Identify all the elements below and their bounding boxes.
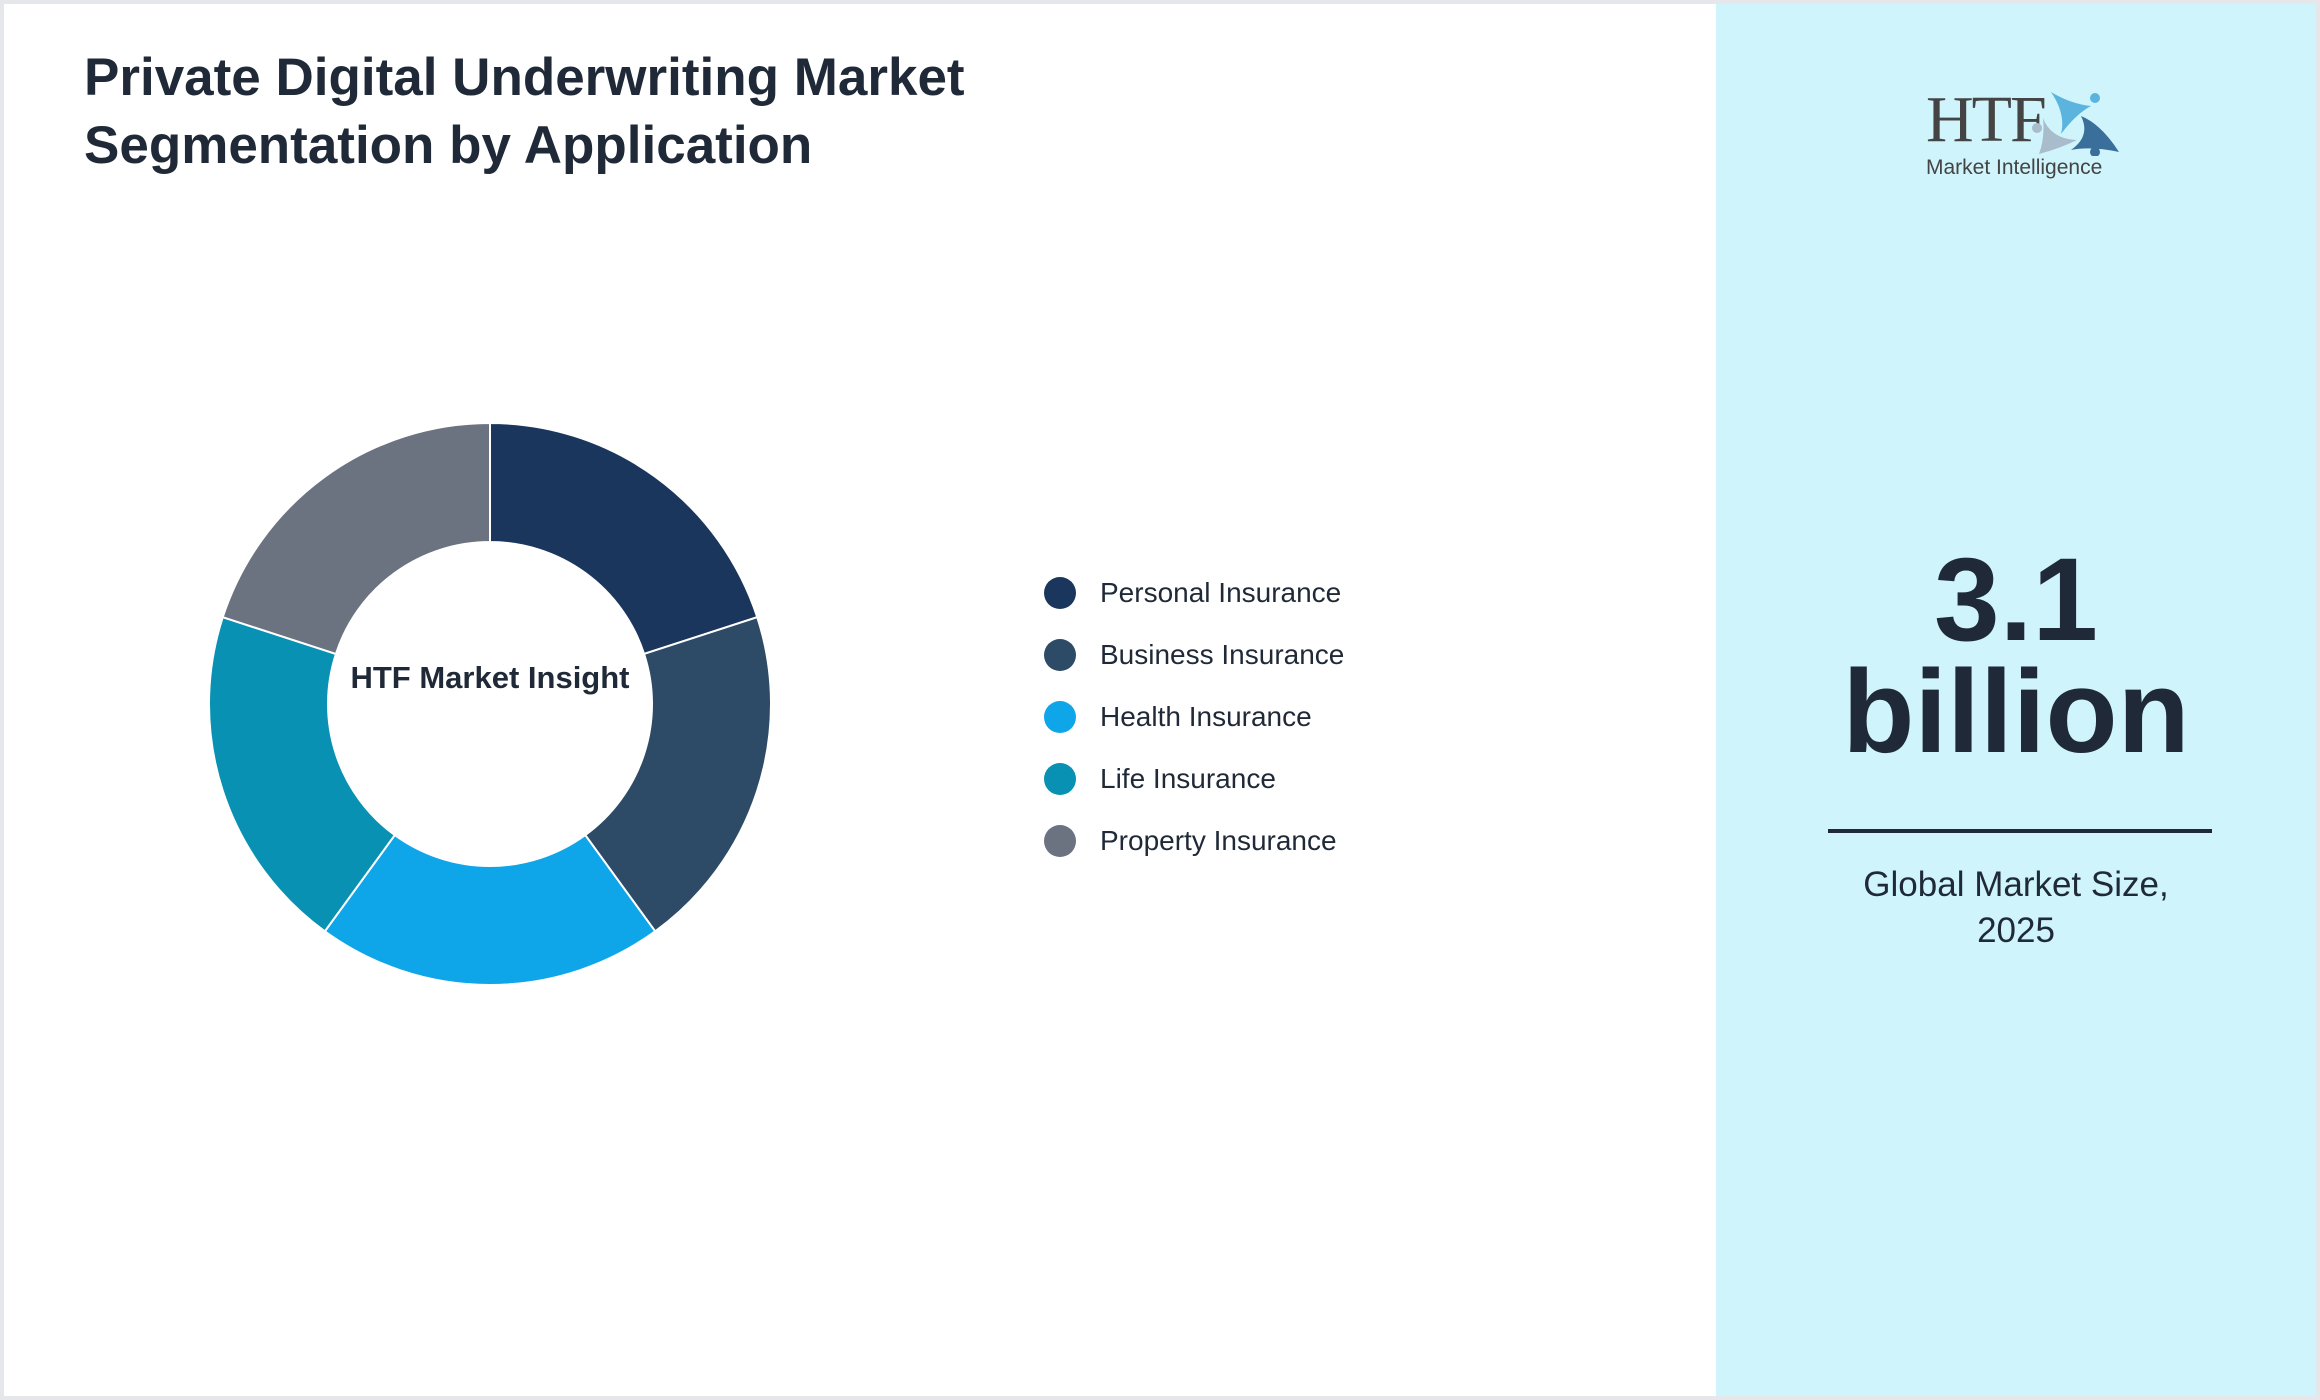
report-card: Private Digital Underwriting Market Segm… (4, 4, 2316, 1396)
market-size-unit: billion (1842, 646, 2190, 778)
divider (1828, 829, 2212, 833)
donut-slice-personal-insurance (489, 421, 759, 656)
legend-label: Health Insurance (1100, 701, 1312, 732)
legend-label: Business Insurance (1100, 639, 1345, 670)
logo-figures-icon (2032, 92, 2119, 156)
legend-item: Business Insurance (1044, 624, 1344, 686)
donut-slice-business-insurance (583, 615, 772, 933)
legend-swatch (1044, 577, 1076, 609)
donut-slice-health-insurance (323, 833, 657, 986)
donut-center-label: HTF Market Insight (350, 660, 630, 695)
donut-slice-life-insurance (208, 615, 397, 933)
caption-line-1: Global Market Size, (1863, 865, 2169, 904)
page-title: Private Digital Underwriting Market Segm… (84, 48, 965, 175)
legend-label: Personal Insurance (1100, 577, 1342, 608)
legend-item: Health Insurance (1044, 686, 1344, 748)
caption-line-2: 2025 (1977, 911, 2055, 950)
market-size-caption: Global Market Size, 2025 (1716, 862, 2316, 954)
logo-subtext: Market Intelligence (1926, 156, 2103, 179)
htf-logo: HTF Market Intelligence (1926, 82, 2119, 192)
logo-wordmark: HTF (1926, 83, 2047, 156)
legend-item: Life Insurance (1044, 748, 1344, 810)
legend-swatch (1044, 825, 1076, 857)
legend: Personal Insurance Business Insurance Heal… (1044, 562, 1344, 872)
legend-swatch (1044, 763, 1076, 795)
market-size-panel: HTF Market Intelligence 3.1 billion Glob… (1716, 4, 2316, 1396)
donut-slice-property-insurance (221, 421, 491, 656)
market-size-number: 3.1 (1933, 534, 2099, 666)
donut-chart (208, 421, 772, 986)
market-size-value: 3.1 billion (1716, 534, 2316, 778)
legend-label: Life Insurance (1100, 763, 1276, 794)
legend-label: Property Insurance (1100, 825, 1337, 856)
legend-item: Personal Insurance (1044, 562, 1344, 624)
legend-swatch (1044, 701, 1076, 733)
legend-item: Property Insurance (1044, 810, 1344, 872)
legend-swatch (1044, 639, 1076, 671)
